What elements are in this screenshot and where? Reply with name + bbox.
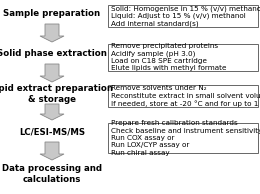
Text: Sample preparation: Sample preparation [3,10,101,18]
Bar [108,5,258,27]
Text: Solid phase extraction: Solid phase extraction [0,49,107,59]
Polygon shape [40,104,64,120]
Bar [108,123,258,153]
Text: Data processing and
calculations: Data processing and calculations [2,164,102,184]
Polygon shape [40,142,64,160]
Bar [108,43,258,70]
Text: LC/ESI-MS/MS: LC/ESI-MS/MS [19,127,85,137]
Bar [108,85,258,107]
Text: Solid: Homogenise in 15 % (v/v) methanol in water
Liquid: Adjust to 15 % (v/v) m: Solid: Homogenise in 15 % (v/v) methanol… [111,5,260,27]
Text: Remove solvents under N₂
Reconstitute extract in small solvent volume
If needed,: Remove solvents under N₂ Reconstitute ex… [111,85,260,107]
Text: Remove precipitated proteins
Acidify sample (pH 3.0)
Load on C18 SPE cartridge
E: Remove precipitated proteins Acidify sam… [111,43,226,71]
Polygon shape [40,24,64,42]
Text: Prepare fresh calibration standards
Check baseline and instrument sensitivity
Ru: Prepare fresh calibration standards Chec… [111,120,260,156]
Text: Lipid extract preparation
& storage: Lipid extract preparation & storage [0,84,114,104]
Polygon shape [40,64,64,82]
